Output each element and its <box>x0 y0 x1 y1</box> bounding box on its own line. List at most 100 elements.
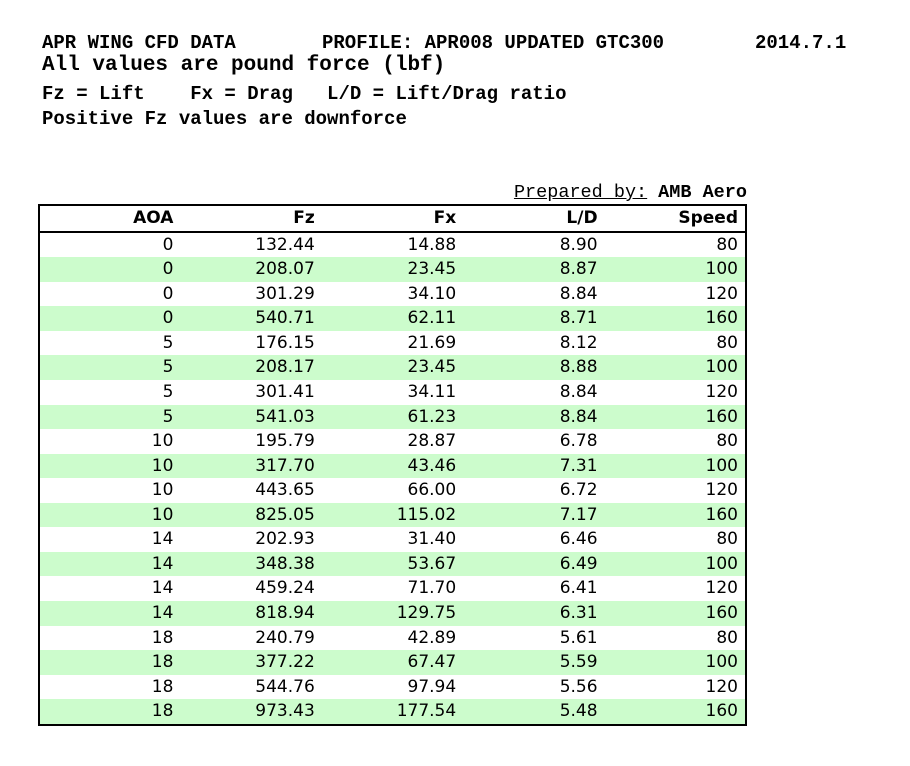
table-cell: 80 <box>716 431 738 452</box>
table-cell: 80 <box>716 627 738 648</box>
table-cell: 14 <box>151 529 174 550</box>
table-row: 0 132.44 14.88 8.90 80 <box>39 232 746 258</box>
table-cell: 5.56 <box>559 676 598 697</box>
table-cell: 301.41 <box>255 381 315 402</box>
table-cell: 34.11 <box>407 381 457 402</box>
table-cell: 8.90 <box>559 234 598 255</box>
table-row: 18 973.43 177.54 5.48 160 <box>39 699 746 725</box>
table-cell: 66.00 <box>407 480 457 501</box>
table-cell: 160 <box>705 701 738 722</box>
table-cell: 348.38 <box>255 553 315 574</box>
table-cell: 120 <box>705 283 738 304</box>
table-cell: 301.29 <box>255 283 315 304</box>
header-row: AOA Fz Fx L/D Speed <box>39 205 746 233</box>
profile-label: PROFILE: APR008 UPDATED GTC300 <box>322 32 665 54</box>
downforce-note: Positive Fz values are downforce <box>42 108 407 130</box>
table-row: 5 301.41 34.11 8.84 120 <box>39 380 746 405</box>
table-cell: 14.88 <box>407 234 457 255</box>
table-cell: 6.72 <box>559 480 598 501</box>
cfd-data-table: AOA Fz Fx L/D Speed 0 132.44 14.88 8.90 80 0 208.0… <box>38 204 747 726</box>
date-label: 2014.7.1 <box>755 32 847 54</box>
table-cell: 5 <box>162 357 174 378</box>
table-cell: 80 <box>716 332 738 353</box>
table-cell: 120 <box>705 578 738 599</box>
table-cell: 10 <box>151 504 174 525</box>
table-row: 10 443.65 66.00 6.72 120 <box>39 478 746 503</box>
table-cell: 317.70 <box>255 455 315 476</box>
table-cell: 541.03 <box>255 406 315 427</box>
table-cell: 540.71 <box>255 308 315 329</box>
prepared-by-value: AMB Aero <box>658 182 747 203</box>
legend-note: Fz = Lift Fx = Drag L/D = Lift/Drag rati… <box>42 83 567 105</box>
table-cell: 818.94 <box>255 603 315 623</box>
table-cell: 14 <box>151 603 174 623</box>
table-cell: 53.67 <box>407 553 457 574</box>
table-row: 0 540.71 62.11 8.71 160 <box>39 306 746 331</box>
table-cell: 132.44 <box>255 234 315 255</box>
table-cell: 0 <box>162 259 174 280</box>
document-title-line: APR WING CFD DATA PROFILE: APR008 UPDATE… <box>0 34 910 54</box>
table-cell: 5.61 <box>559 627 598 648</box>
table-cell: 120 <box>705 480 738 501</box>
table-row: 10 195.79 28.87 6.78 80 <box>39 429 746 454</box>
table-cell: 195.79 <box>255 431 315 452</box>
table-cell: 61.23 <box>407 406 457 427</box>
table-cell: 7.17 <box>559 504 598 525</box>
table-cell: 28.87 <box>407 431 457 452</box>
table-cell: 973.43 <box>255 701 315 722</box>
table-cell: 208.17 <box>255 357 315 378</box>
table-row: 0 301.29 34.10 8.84 120 <box>39 282 746 307</box>
table-cell: 23.45 <box>407 259 457 280</box>
table-cell: 177.54 <box>396 701 457 722</box>
column-header-l-d: L/D <box>463 205 605 233</box>
column-header-aoa: AOA <box>39 205 181 233</box>
table-cell: 21.69 <box>407 332 457 353</box>
table-row: 5 541.03 61.23 8.84 160 <box>39 404 746 430</box>
table-cell: 5.48 <box>559 701 598 722</box>
table-cell: 8.12 <box>559 332 598 353</box>
table-row: 18 544.76 97.94 5.56 120 <box>39 675 746 700</box>
table-cell: 160 <box>705 308 738 329</box>
table-row: 10 317.70 43.46 7.31 100 <box>39 453 746 479</box>
table-cell: 71.70 <box>407 578 457 599</box>
table-cell: 208.07 <box>255 259 315 280</box>
table-cell: 18 <box>151 701 174 722</box>
table-cell: 8.71 <box>559 308 598 329</box>
table-cell: 7.31 <box>559 455 598 476</box>
table-cell: 18 <box>151 676 174 697</box>
table-cell: 10 <box>151 480 174 501</box>
table-cell: 18 <box>151 652 174 673</box>
units-note: All values are pound force (lbf) <box>42 54 446 77</box>
table-cell: 100 <box>705 553 738 574</box>
table-cell: 31.40 <box>407 529 457 550</box>
table-cell: 160 <box>705 406 738 427</box>
table-cell: 240.79 <box>255 627 315 648</box>
table-cell: 18 <box>151 627 174 648</box>
column-header-speed: Speed <box>604 205 746 233</box>
table-cell: 129.75 <box>396 603 457 623</box>
table-cell: 0 <box>162 234 174 255</box>
table-cell: 67.47 <box>407 652 457 673</box>
table-cell: 43.46 <box>407 455 457 476</box>
table-cell: 6.78 <box>559 431 598 452</box>
table-row: 5 208.17 23.45 8.88 100 <box>39 355 746 380</box>
table-cell: 120 <box>705 381 738 402</box>
table-cell: 100 <box>705 652 738 673</box>
table-cell: 23.45 <box>407 357 457 378</box>
table-cell: 100 <box>705 259 738 280</box>
table-cell: 459.24 <box>255 578 315 599</box>
table-cell: 176.15 <box>255 332 315 353</box>
column-header-fx: Fx <box>321 205 464 233</box>
table-cell: 10 <box>151 431 174 452</box>
table-cell: 0 <box>162 308 174 329</box>
table-cell: 8.84 <box>559 283 598 304</box>
table-cell: 544.76 <box>255 676 315 697</box>
table-cell: 6.46 <box>559 529 598 550</box>
table-cell: 8.84 <box>559 406 598 427</box>
table-row: 14 348.38 53.67 6.49 100 <box>39 551 746 577</box>
table-row: 5 176.15 21.69 8.12 80 <box>39 331 746 356</box>
table-row: 10 825.05 115.02 7.17 160 <box>39 502 746 528</box>
table-cell: 443.65 <box>255 480 315 501</box>
table-cell: 202.93 <box>255 529 315 550</box>
